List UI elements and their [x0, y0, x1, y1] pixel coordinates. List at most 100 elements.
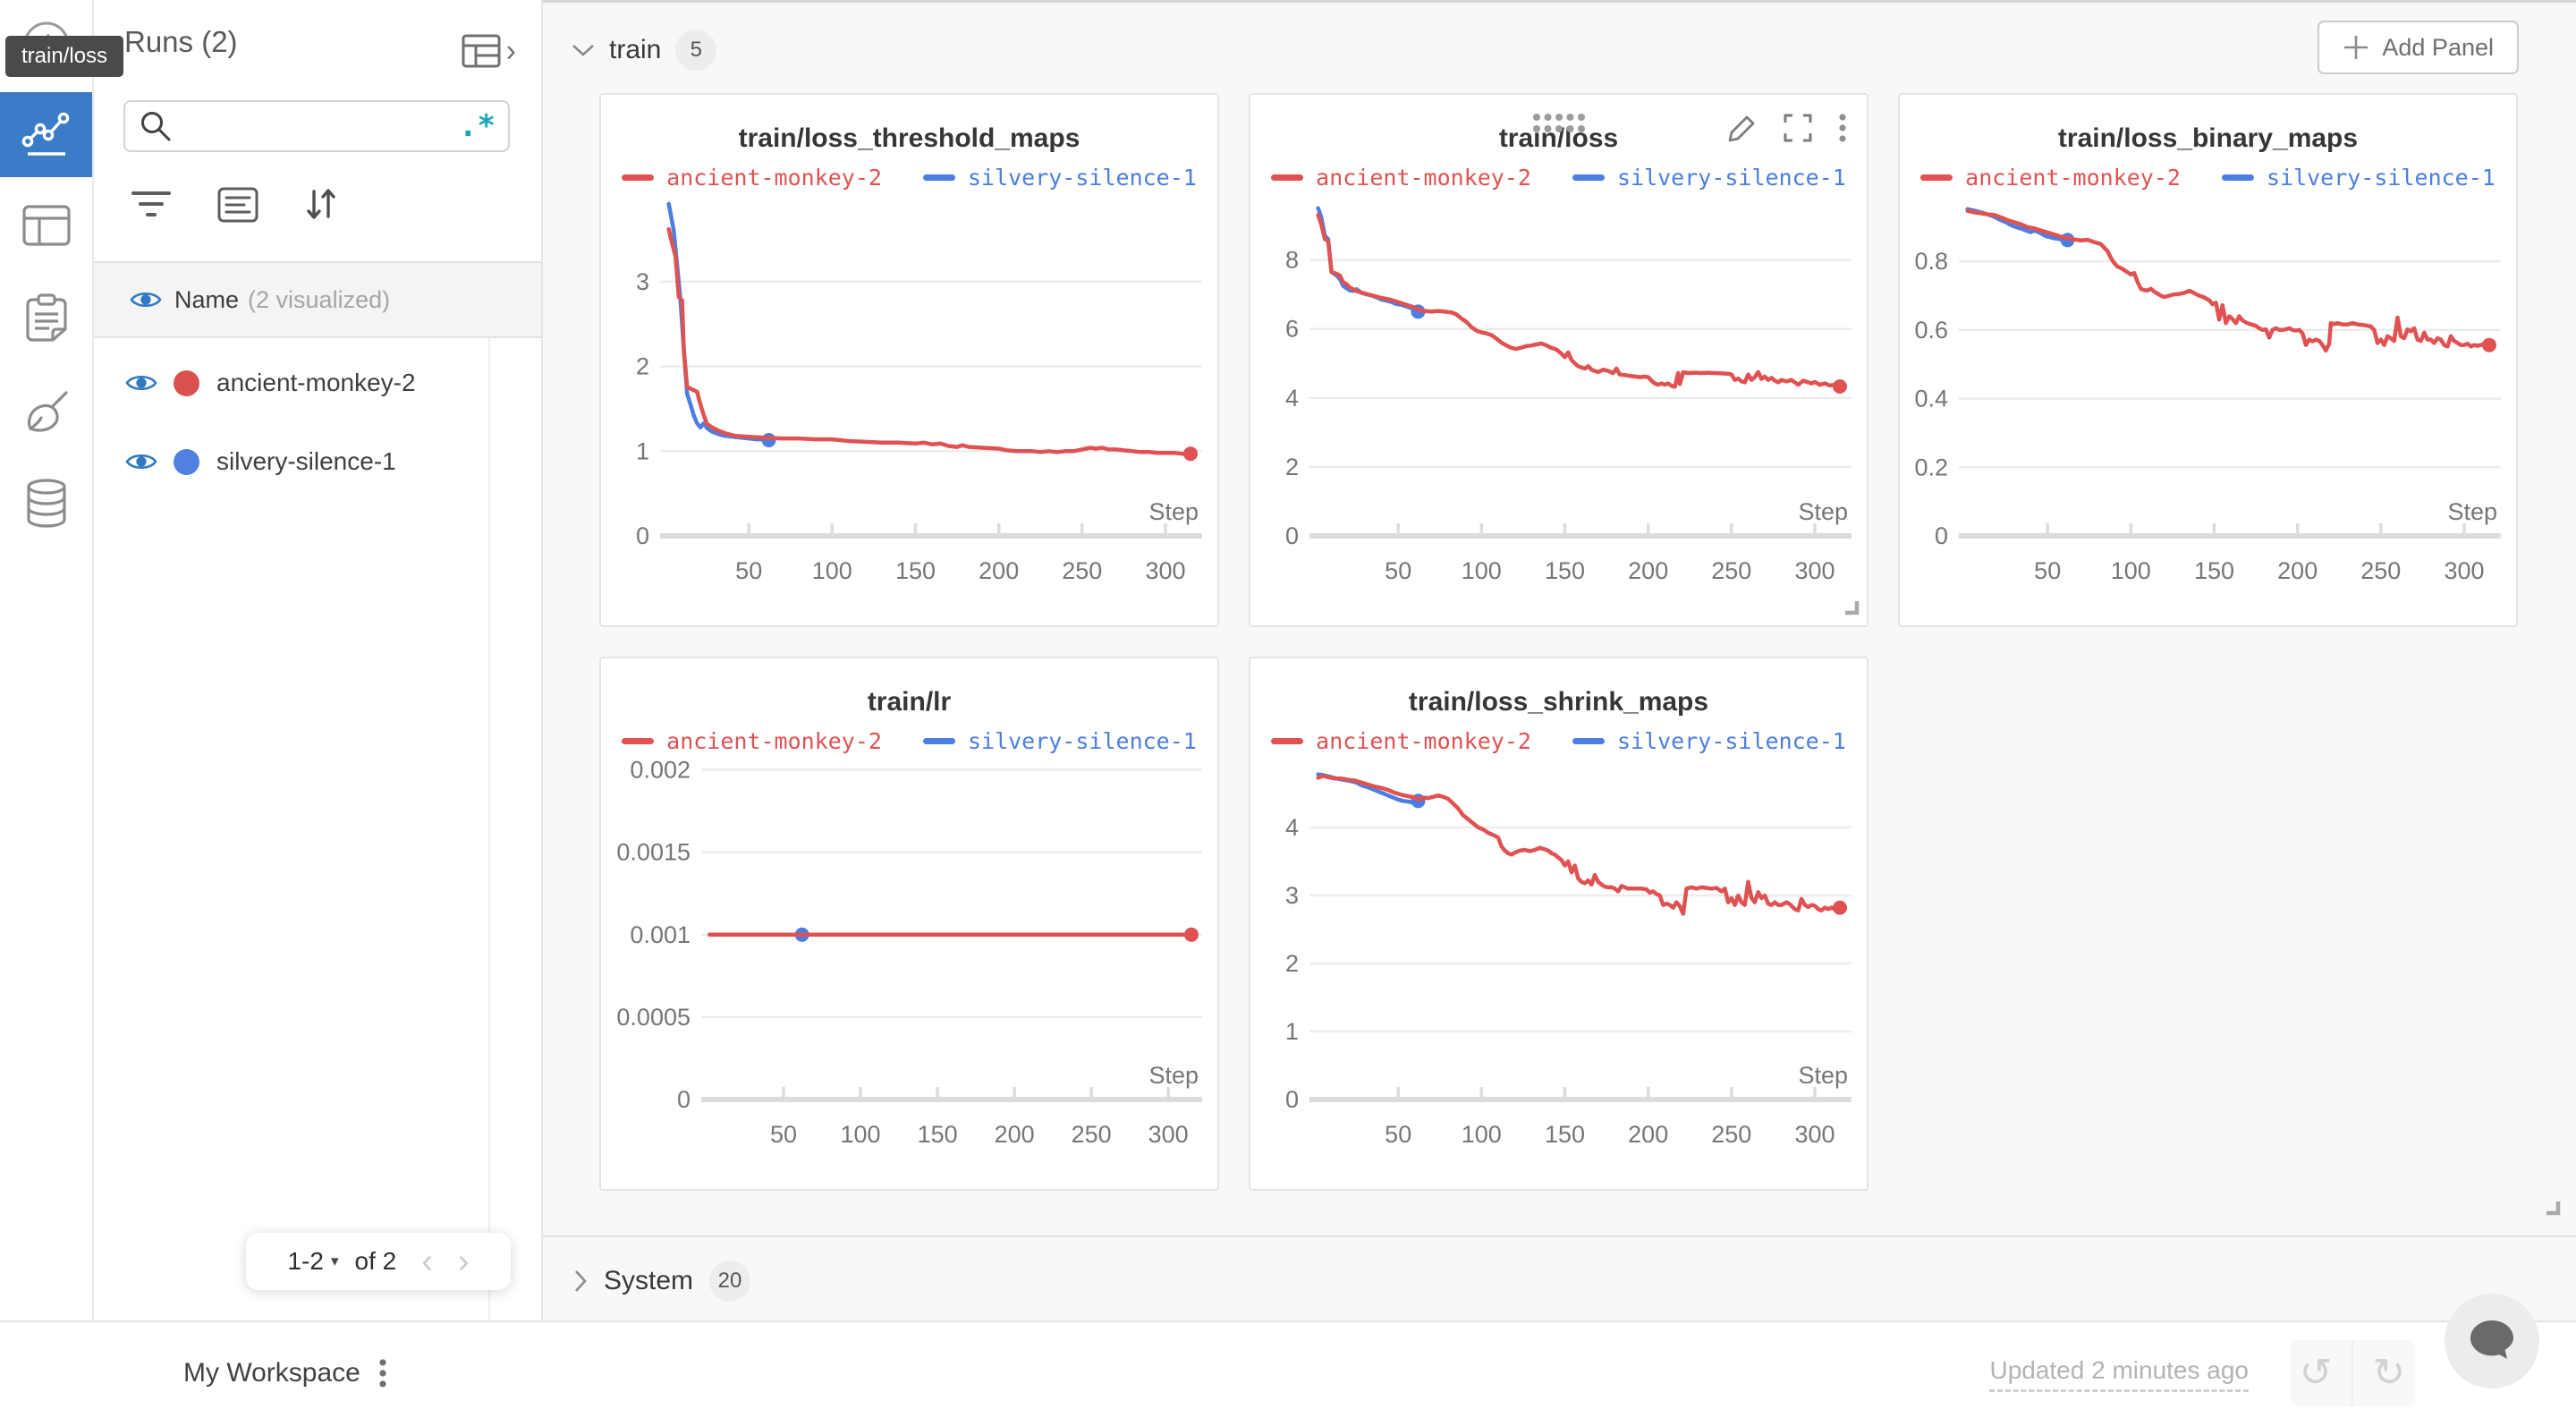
svg-text:0: 0 — [677, 1086, 691, 1113]
edit-panel-icon[interactable] — [1727, 113, 1758, 148]
run-row-ancient-monkey-2[interactable]: ancient-monkey-2 — [92, 344, 487, 422]
eye-icon[interactable] — [125, 450, 157, 473]
run-color-dot[interactable] — [174, 448, 199, 475]
svg-text:100: 100 — [1462, 557, 1502, 584]
svg-text:6: 6 — [1285, 316, 1299, 343]
svg-text:300: 300 — [1148, 1121, 1189, 1148]
legend-label: ancient-monkey-2 — [1316, 728, 1531, 754]
chart-panel-train-loss-shrink-maps[interactable]: train/loss_shrink_maps ancient-monkey-2 si… — [1249, 657, 1868, 1191]
svg-text:200: 200 — [1628, 557, 1668, 584]
legend-label: silvery-silence-1 — [1616, 728, 1846, 754]
run-row-silvery-silence-1[interactable]: silvery-silence-1 — [92, 422, 487, 501]
workspace-title[interactable]: My Workspace — [183, 1358, 360, 1388]
eye-icon[interactable] — [130, 288, 162, 311]
run-name[interactable]: ancient-monkey-2 — [216, 369, 416, 396]
legend-label: silvery-silence-1 — [1616, 165, 1846, 191]
train-section-label: train — [609, 35, 662, 64]
column-divider[interactable] — [488, 338, 490, 1322]
fullscreen-icon[interactable] — [1783, 113, 1813, 148]
sidebar-item-charts[interactable] — [0, 92, 92, 177]
updated-timestamp[interactable]: Updated 2 minutes ago — [1989, 1356, 2249, 1392]
chart-legend: ancient-monkey-2 silvery-silence-1 — [1250, 165, 1867, 191]
chart-plot: 50 100 150 200 250 300 0 1 2 3 Step — [636, 201, 1202, 584]
sort-icon[interactable] — [301, 186, 341, 224]
legend-swatch — [1920, 174, 1953, 181]
pagination-prev-button[interactable]: ‹ — [421, 1243, 433, 1280]
svg-text:150: 150 — [918, 1121, 958, 1148]
pagination-caret-icon[interactable]: ▾ — [330, 1252, 339, 1269]
sidebar-item-sweeps[interactable] — [0, 389, 92, 439]
system-section-label: System — [604, 1266, 694, 1295]
legend-item: silvery-silence-1 — [1572, 728, 1846, 754]
svg-text:2: 2 — [1285, 454, 1299, 480]
legend-label: silvery-silence-1 — [967, 728, 1197, 754]
redo-icon[interactable]: ↻ — [2372, 1351, 2406, 1395]
sidebar-item-tables[interactable] — [0, 202, 92, 252]
svg-text:0: 0 — [1285, 1086, 1299, 1113]
expand-runs-table-icon[interactable]: › — [505, 33, 516, 68]
regex-toggle[interactable]: .* — [459, 108, 496, 144]
eye-icon[interactable] — [125, 371, 157, 395]
legend-item: ancient-monkey-2 — [622, 165, 882, 191]
search-input[interactable] — [182, 111, 460, 141]
chart-plot: 50 100 150 200 250 300 0 1 2 3 4 Step — [1285, 772, 1852, 1148]
filter-icon[interactable] — [128, 187, 174, 223]
clipboard-icon — [23, 293, 70, 347]
chart-legend: ancient-monkey-2 silvery-silence-1 — [601, 165, 1217, 191]
sidebar-item-reports[interactable] — [0, 293, 92, 345]
train-section-header[interactable]: train 5 — [572, 30, 717, 71]
legend-swatch — [1271, 174, 1304, 181]
legend-item: silvery-silence-1 — [922, 728, 1197, 754]
svg-text:250: 250 — [2360, 557, 2401, 584]
svg-text:50: 50 — [2034, 557, 2061, 584]
svg-text:0.001: 0.001 — [630, 921, 691, 948]
svg-text:250: 250 — [1711, 557, 1751, 584]
chart-panel-train-loss[interactable]: train/loss ancient-monkey-2 silvery-silenc… — [1249, 93, 1868, 627]
chart-panel-train-loss-threshold-maps[interactable]: train/loss_threshold_maps ancient-monkey-… — [599, 93, 1219, 627]
legend-label: ancient-monkey-2 — [666, 728, 882, 754]
svg-text:2: 2 — [1285, 950, 1299, 977]
svg-text:50: 50 — [1385, 1121, 1411, 1148]
legend-item: ancient-monkey-2 — [1920, 165, 2181, 191]
svg-text:200: 200 — [2277, 557, 2318, 584]
panel-menu-icon[interactable] — [1838, 113, 1847, 148]
svg-text:Step: Step — [1148, 498, 1199, 525]
train-panel-count-badge: 5 — [675, 30, 717, 71]
svg-text:Step: Step — [1798, 498, 1848, 525]
chart-title: train/loss_shrink_maps — [1408, 687, 1709, 717]
svg-text:4: 4 — [1285, 385, 1299, 412]
panel-resize-handle[interactable] — [1842, 598, 1860, 620]
chat-launcher-button[interactable] — [2445, 1294, 2539, 1388]
run-color-dot[interactable] — [174, 369, 199, 396]
chat-bubble-icon — [2466, 1318, 2518, 1364]
svg-text:250: 250 — [1711, 1121, 1751, 1148]
legend-item: ancient-monkey-2 — [622, 728, 882, 754]
svg-text:300: 300 — [1794, 1121, 1835, 1148]
chart-panel-train-lr[interactable]: train/lr ancient-monkey-2 silvery-silence-… — [599, 657, 1219, 1191]
sidebar-item-artifacts[interactable] — [0, 478, 92, 534]
plus-icon — [2343, 34, 2369, 61]
section-resize-handle[interactable] — [2543, 1198, 2561, 1220]
pagination-next-button[interactable]: › — [457, 1243, 470, 1280]
undo-icon[interactable]: ↺ — [2299, 1351, 2333, 1395]
group-list-icon[interactable] — [217, 187, 258, 223]
legend-label: silvery-silence-1 — [2266, 165, 2496, 191]
svg-text:50: 50 — [1385, 557, 1411, 584]
svg-text:3: 3 — [1285, 882, 1299, 909]
chart-plot: 50 100 150 200 250 300 0 0.2 0.4 0.6 0.8 Step — [1914, 207, 2501, 584]
add-panel-button[interactable]: Add Panel — [2318, 21, 2519, 74]
run-name[interactable]: silvery-silence-1 — [216, 447, 396, 475]
add-panel-label: Add Panel — [2382, 33, 2494, 61]
legend-swatch — [1572, 738, 1605, 744]
svg-text:300: 300 — [2444, 557, 2484, 584]
panel-drag-handle[interactable] — [1531, 111, 1587, 140]
pagination-range[interactable]: 1-2 — [287, 1247, 324, 1275]
chart-panel-train-loss-binary-maps[interactable]: train/loss_binary_maps ancient-monkey-2 si… — [1898, 93, 2518, 627]
workspace-menu-icon[interactable] — [378, 1357, 387, 1389]
svg-text:0: 0 — [636, 522, 649, 549]
svg-text:100: 100 — [1462, 1121, 1502, 1148]
database-icon — [23, 478, 70, 534]
runs-table-toggle-icon[interactable] — [462, 34, 501, 72]
legend-swatch — [622, 174, 655, 181]
system-section-header[interactable]: System 20 — [541, 1235, 2576, 1322]
